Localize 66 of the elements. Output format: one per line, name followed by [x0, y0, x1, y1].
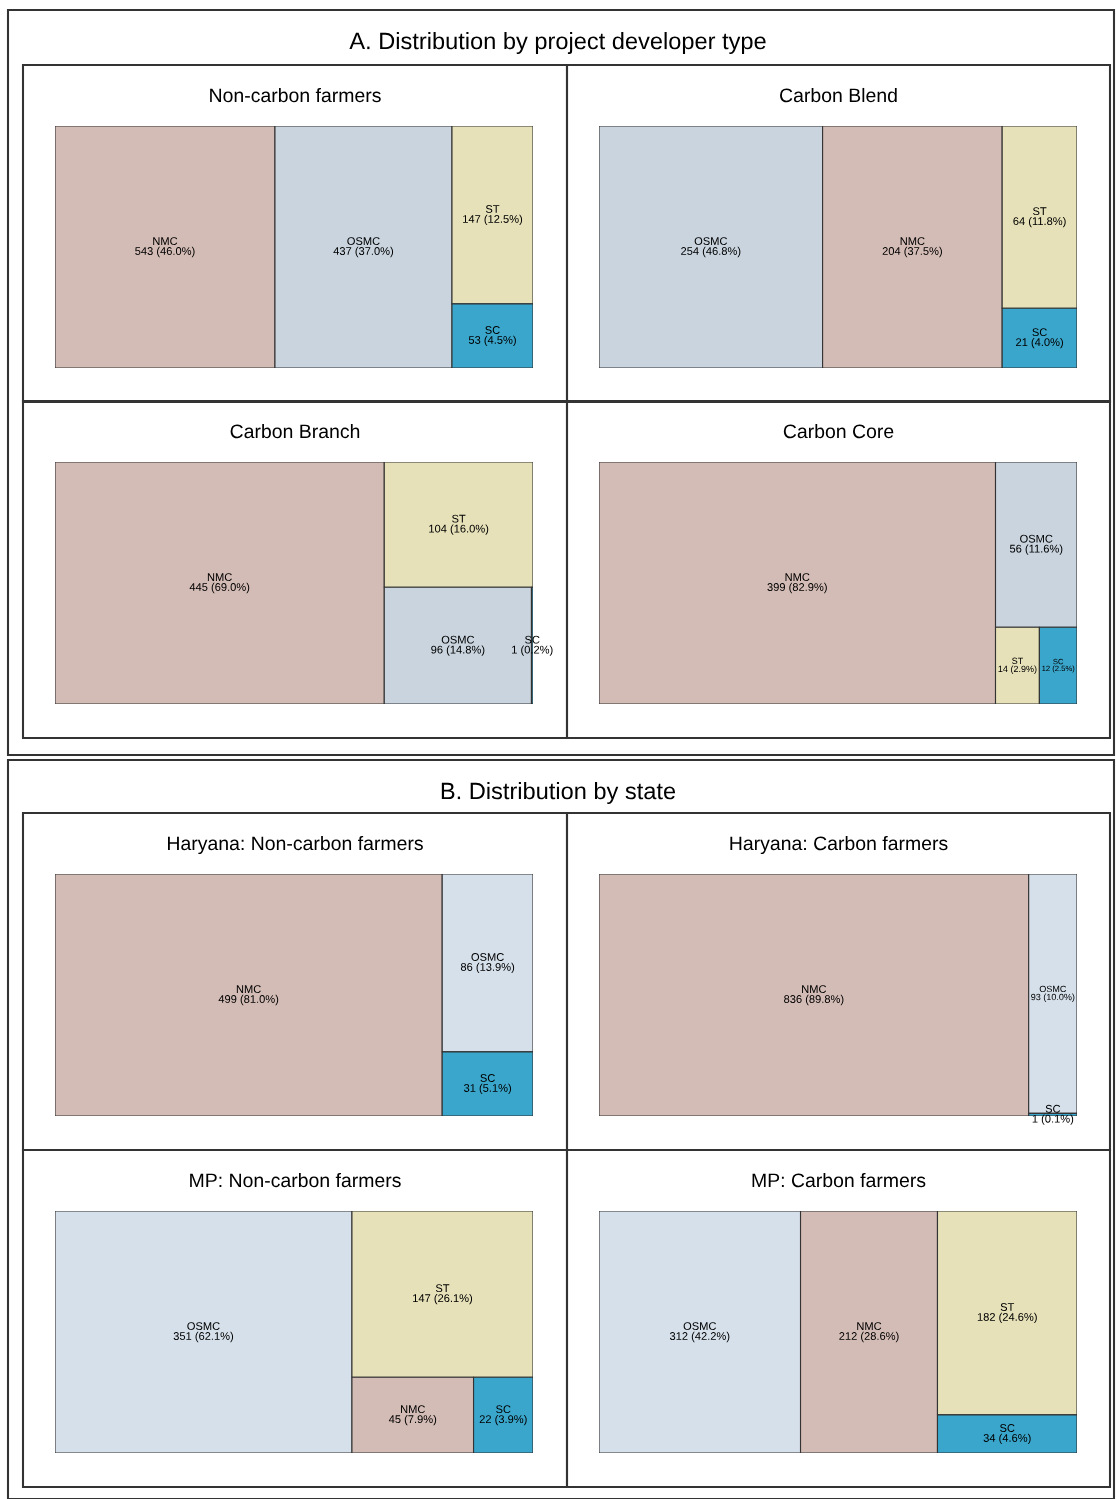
data-label: 104 (16.0%) — [429, 524, 489, 535]
data-label: 836 (89.8%) — [784, 994, 844, 1006]
category-label: ST — [435, 1284, 450, 1293]
text: Haryana: Non-carbon farmers — [168, 835, 423, 855]
data-label: 351 (62.1%) — [173, 1331, 234, 1343]
data-label: 204 (37.5%) — [882, 246, 942, 258]
category-label: SC — [496, 1405, 511, 1414]
data-label: 34 (4.6%) — [983, 1433, 1031, 1445]
text: Non-carbon farmers — [210, 87, 381, 103]
category-label: ST — [485, 205, 500, 213]
data-label: 312 (42.2%) — [669, 1331, 730, 1343]
text: Haryana: Carbon farmers — [730, 835, 948, 855]
category-label: OSMC — [694, 237, 728, 246]
data-label: 14 (2.9%) — [998, 665, 1037, 674]
data-label: 1 (0.1%) — [1032, 1114, 1074, 1125]
data-label: 445 (69.0%) — [189, 582, 250, 594]
data-label: 53 (4.5%) — [468, 335, 516, 347]
data-label: 399 (82.9%) — [767, 582, 827, 594]
category-label: OSMC — [683, 1322, 717, 1331]
data-label: 56 (11.6%) — [1009, 544, 1063, 555]
data-label: 499 (81.0%) — [218, 994, 279, 1006]
category-label: OSMC — [187, 1322, 220, 1331]
category-label: ST — [1032, 207, 1047, 216]
category-label: ST — [1012, 657, 1024, 665]
data-label: 254 (46.8%) — [681, 246, 741, 258]
data-label: 212 (28.6%) — [839, 1331, 899, 1343]
category-label: SC — [485, 326, 500, 334]
category-label: SC — [480, 1074, 495, 1082]
data-label: 31 (5.1%) — [463, 1083, 511, 1095]
category-label: NMC — [236, 985, 261, 994]
category-label: OSMC — [1039, 985, 1067, 993]
category-label: ST — [1000, 1303, 1015, 1311]
data-label: 96 (14.8%) — [431, 645, 485, 656]
category-label: OSMC — [471, 953, 504, 961]
category-label: OSMC — [347, 237, 380, 246]
category-label: ST — [452, 514, 466, 523]
text: Carbon Blend — [780, 87, 897, 103]
text: Carbon Branch — [230, 423, 360, 439]
data-label: 182 (24.6%) — [977, 1312, 1037, 1324]
data-label: 147 (26.1%) — [413, 1293, 473, 1305]
data-label: 45 (7.9%) — [388, 1414, 437, 1426]
data-label: 437 (37.0%) — [333, 246, 394, 258]
category-label: OSMC — [441, 635, 475, 644]
category-label: NMC — [857, 1322, 882, 1331]
data-label: 22 (3.9%) — [479, 1414, 527, 1426]
category-label: NMC — [802, 985, 827, 994]
data-label: 543 (46.0%) — [135, 246, 195, 258]
text: MP: Non-carbon farmers — [190, 1172, 401, 1188]
text: Carbon Core — [783, 423, 894, 439]
data-label: 86 (13.9%) — [460, 962, 515, 974]
category-label: SC — [1000, 1424, 1015, 1432]
text: MP: Carbon farmers — [752, 1172, 926, 1188]
category-label: NMC — [785, 573, 810, 582]
category-label: NMC — [401, 1405, 425, 1414]
category-label: OSMC — [1020, 534, 1053, 543]
data-label: 93 (10.0%) — [1031, 993, 1075, 1002]
text: B. Distribution by state — [441, 781, 676, 805]
category-label: NMC — [207, 573, 232, 582]
text: A. Distribution by project developer type — [349, 32, 766, 54]
data-label: 147 (12.5%) — [463, 214, 523, 226]
data-label: 64 (11.8%) — [1013, 216, 1066, 228]
category-label: NMC — [153, 237, 178, 246]
category-label: SC — [1045, 1104, 1061, 1113]
category-label: SC — [1032, 328, 1047, 337]
data-label: 21 (4.0%) — [1016, 337, 1063, 349]
category-label: NMC — [900, 237, 925, 246]
